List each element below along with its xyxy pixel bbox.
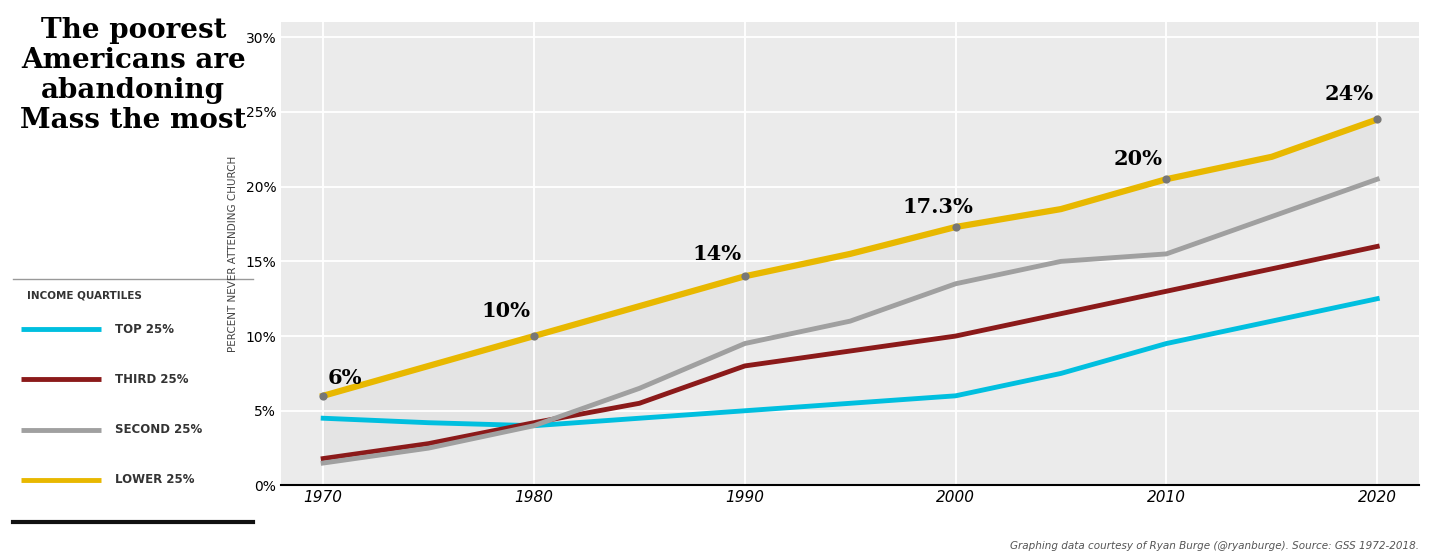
Text: LOWER 25%: LOWER 25% bbox=[115, 473, 195, 487]
Text: THIRD 25%: THIRD 25% bbox=[115, 373, 189, 386]
Point bbox=[1366, 115, 1389, 124]
Point bbox=[311, 391, 334, 400]
Point bbox=[733, 272, 757, 281]
Point bbox=[523, 331, 546, 340]
Text: 20%: 20% bbox=[1114, 149, 1163, 169]
Point bbox=[1154, 175, 1177, 184]
Text: 14%: 14% bbox=[692, 244, 741, 264]
Text: 24%: 24% bbox=[1324, 84, 1373, 104]
Point bbox=[944, 223, 967, 232]
Text: 6%: 6% bbox=[327, 368, 362, 388]
Text: 17.3%: 17.3% bbox=[904, 196, 974, 217]
Text: TOP 25%: TOP 25% bbox=[115, 323, 173, 336]
Text: SECOND 25%: SECOND 25% bbox=[115, 423, 202, 436]
Text: 10%: 10% bbox=[481, 301, 530, 321]
Text: Graphing data courtesy of Ryan Burge (@ryanburge). Source: GSS 1972-2018.: Graphing data courtesy of Ryan Burge (@r… bbox=[1010, 541, 1419, 551]
Text: The poorest
Americans are
abandoning
Mass the most: The poorest Americans are abandoning Mas… bbox=[20, 17, 246, 134]
Y-axis label: PERCENT NEVER ATTENDING CHURCH: PERCENT NEVER ATTENDING CHURCH bbox=[229, 156, 238, 352]
Text: INCOME QUARTILES: INCOME QUARTILES bbox=[26, 290, 141, 300]
